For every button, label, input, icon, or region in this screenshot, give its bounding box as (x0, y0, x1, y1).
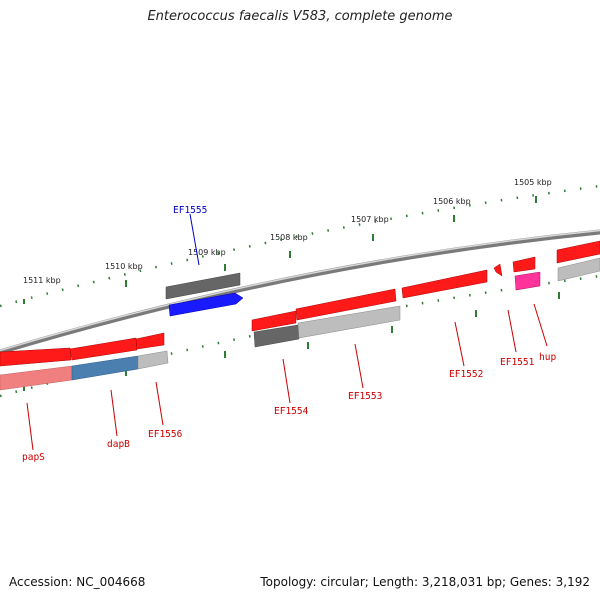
label-hup: hup (539, 352, 556, 363)
gene-dapB[interactable] (69, 337, 138, 361)
label-EF1554: EF1554 (274, 406, 309, 417)
gene-hup-pink[interactable] (514, 271, 541, 291)
accession-text: Accession: NC_004668 (9, 575, 146, 589)
gene-hup[interactable] (512, 256, 536, 273)
reverse-strand-genes (0, 256, 541, 391)
gene-papS[interactable] (0, 347, 72, 367)
gene-papS-salmon[interactable] (0, 365, 73, 391)
leader-EF1553 (354, 343, 364, 389)
kbp-label-1505: 1505 kbp (514, 178, 552, 187)
genome-backbone-highlight (0, 229, 600, 352)
kbp-label-1506: 1506 kbp (433, 197, 471, 206)
kbp-label-1508: 1508 kbp (270, 233, 308, 242)
gene-EF1555[interactable] (168, 292, 244, 317)
gene-EF1554-grey[interactable] (253, 324, 300, 348)
gene-EF1552[interactable] (401, 269, 488, 299)
gene-EF1551[interactable] (493, 263, 503, 277)
inner-tick-ring (0, 274, 600, 398)
gene-EF1553-lightgrey[interactable] (297, 305, 401, 339)
kbp-label-1510: 1510 kbp (105, 262, 143, 271)
kbp-label-1511: 1511 kbp (23, 276, 61, 285)
outer-tick-dots (0, 184, 600, 308)
gene-EF1556[interactable] (135, 332, 165, 350)
label-EF1555: EF1555 (173, 205, 207, 216)
genome-backbone (0, 229, 600, 355)
gene-EF1555-grey[interactable] (165, 272, 241, 300)
inner-major-ticks (23, 292, 560, 391)
kbp-label-1509: 1509 kbp (188, 248, 226, 257)
leader-EF1556 (155, 381, 164, 426)
label-dapB: dapB (107, 439, 130, 450)
forward-strand-genes (165, 240, 600, 317)
leader-dapB (110, 389, 118, 437)
leader-EF1554 (282, 358, 291, 404)
map-title: Enterococcus faecalis V583, complete gen… (147, 9, 453, 24)
label-EF1556: EF1556 (148, 429, 183, 440)
gene-hup-track[interactable] (556, 240, 600, 264)
gene-EF1554[interactable] (251, 310, 297, 332)
label-papS: papS (22, 452, 45, 463)
kbp-label-1507: 1507 kbp (351, 215, 389, 224)
gene-EF1556-lightgrey[interactable] (137, 350, 169, 370)
label-leader-lines (26, 213, 548, 451)
label-EF1551: EF1551 (500, 357, 535, 368)
gene-lightgrey-right[interactable] (557, 257, 600, 282)
label-EF1553: EF1553 (348, 391, 382, 402)
topology-text: Topology: circular; Length: 3,218,031 bp… (260, 575, 590, 589)
leader-EF1552 (454, 321, 465, 367)
gene-EF1553[interactable] (295, 288, 397, 321)
leader-papS (26, 402, 34, 451)
leader-EF1555 (189, 213, 200, 266)
leader-hup (533, 303, 548, 347)
leader-EF1551 (507, 309, 517, 353)
gene-dapB-steelblue[interactable] (71, 355, 139, 381)
outer-tick-ring (0, 184, 600, 308)
outer-major-ticks (23, 196, 537, 304)
label-EF1552: EF1552 (449, 369, 483, 380)
